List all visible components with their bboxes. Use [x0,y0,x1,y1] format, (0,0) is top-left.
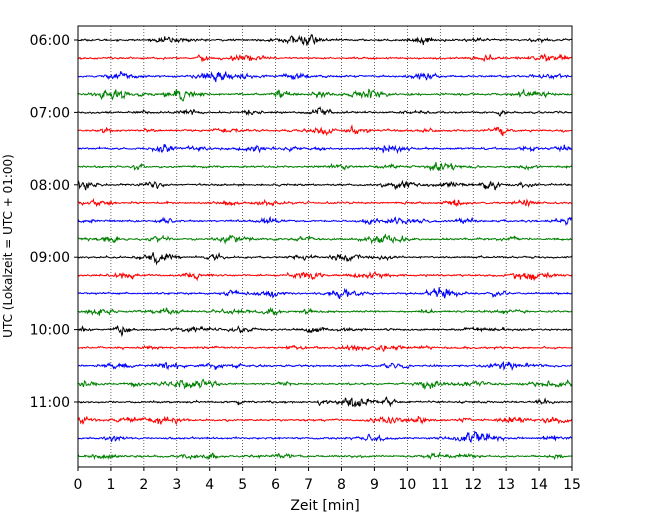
x-tick-label: 3 [172,477,181,493]
x-tick-label: 9 [370,477,379,493]
x-tick-label: 5 [238,477,247,493]
trace-0900 [77,251,573,266]
trace-0745 [77,162,573,172]
trace-0715 [77,124,573,137]
trace-0645 [77,88,573,102]
trace-1030 [77,360,573,372]
x-tick-label: 0 [74,477,83,493]
trace-1100 [77,396,573,408]
trace-0615 [77,53,573,62]
trace-1000 [77,325,573,338]
x-axis: 0 1 2 3 4 5 6 7 8 9 10 11 12 13 14 15 [74,467,581,493]
trace-0930 [77,287,573,300]
trace-0700 [77,106,573,117]
trace-0730 [77,143,573,155]
x-tick-label: 7 [304,477,313,493]
y-tick-label: 08:00 [30,178,70,194]
trace-0800 [77,179,573,191]
plot-frame [77,25,573,468]
trace-0600 [77,33,573,46]
trace-1015 [77,344,573,353]
trace-1115 [77,415,573,426]
y-tick-label: 07:00 [30,105,70,121]
x-tick-label: 8 [337,477,346,493]
x-tick-label: 12 [464,477,482,493]
y-tick-label: 10:00 [30,323,70,339]
trace-0630 [77,71,573,83]
trace-0915 [77,270,573,282]
x-tick-label: 4 [205,477,214,493]
y-axis: 06:00 07:00 08:00 09:00 10:00 11:00 [30,33,78,411]
trace-1145 [77,451,573,461]
y-tick-label: 06:00 [30,33,70,49]
x-tick-label: 15 [563,477,581,493]
trace-0830 [77,215,573,227]
trace-0845 [77,233,573,245]
x-axis-label: Zeit [min] [290,498,359,514]
trace-1045 [77,378,573,391]
x-tick-label: 14 [530,477,548,493]
x-tick-label: 11 [431,477,449,493]
traces-group [77,33,573,461]
x-tick-label: 2 [139,477,148,493]
trace-0945 [77,306,573,317]
x-tick-label: 1 [106,477,115,493]
trace-1130 [77,430,573,443]
x-tick-label: 13 [497,477,515,493]
trace-0815 [77,197,573,208]
y-axis-label: UTC (Lokalzeit = UTC + 01:00) [1,154,15,338]
y-tick-label: 11:00 [30,395,70,411]
x-tick-label: 10 [398,477,416,493]
y-tick-label: 09:00 [30,250,70,266]
x-tick-label: 6 [271,477,280,493]
